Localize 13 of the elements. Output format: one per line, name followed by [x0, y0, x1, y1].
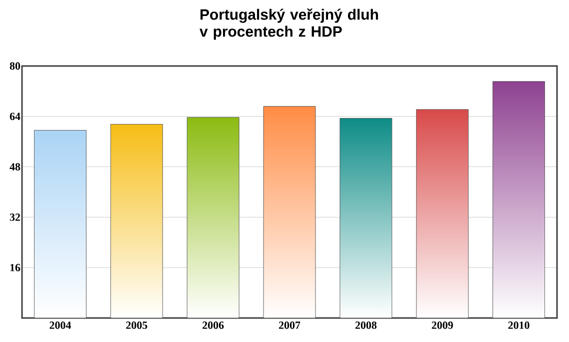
y-tick-label: 48	[10, 163, 20, 170]
x-tick-label: 2005	[126, 322, 148, 329]
y-tick-label: 16	[10, 264, 20, 272]
x-tick-label: 2008	[355, 322, 377, 329]
y-tick-label: 80	[10, 62, 20, 70]
y-tick-label: 64	[10, 112, 20, 120]
chart-title: Portugalský veřejný dluh v procentech z HDP	[200, 8, 378, 40]
x-tick-label: 2006	[202, 322, 224, 329]
y-tick-label: 32	[10, 214, 20, 221]
x-tick-label: 2009	[432, 322, 453, 329]
x-tick-label: 2010	[508, 322, 530, 329]
x-tick-label: 2007	[279, 322, 300, 329]
x-tick-label: 2004	[50, 322, 71, 329]
